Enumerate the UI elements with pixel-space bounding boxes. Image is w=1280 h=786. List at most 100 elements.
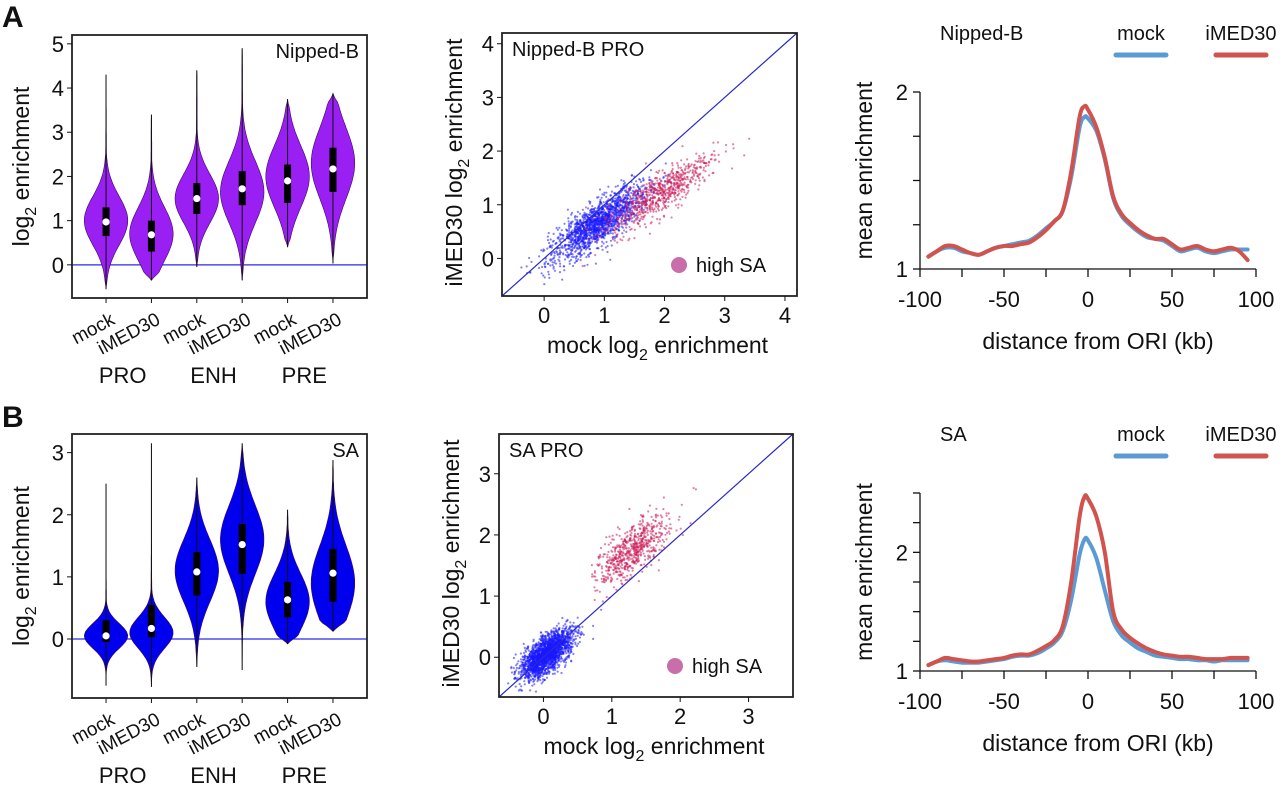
data-point: [605, 216, 608, 219]
data-point: [646, 208, 649, 212]
data-point: [622, 235, 625, 238]
data-point: [593, 229, 596, 233]
violin: [220, 48, 265, 281]
data-point: [574, 635, 577, 638]
x-tick-label: 1: [598, 303, 610, 328]
data-point: [684, 167, 687, 170]
data-point: [658, 222, 661, 225]
y-axis-label-subscript: 2: [23, 207, 40, 216]
data-point: [553, 672, 556, 675]
data-point: [648, 544, 651, 547]
data-point: [618, 555, 622, 558]
data-point: [540, 682, 543, 685]
data-point: [536, 677, 539, 680]
data-point: [696, 160, 699, 163]
data-point: [540, 272, 543, 275]
data-point: [637, 222, 640, 225]
data-point: [626, 574, 629, 577]
data-point: [611, 225, 614, 228]
data-point: [613, 239, 616, 242]
data-point: [558, 655, 561, 658]
data-point: [583, 252, 586, 255]
data-point: [671, 164, 674, 167]
data-point: [694, 169, 697, 172]
data-point: [647, 557, 650, 560]
data-point: [685, 165, 688, 168]
data-point: [555, 624, 559, 627]
data-point: [633, 532, 637, 536]
y-tick-label: 4: [482, 32, 494, 57]
data-point: [664, 162, 667, 165]
data-point: [557, 622, 560, 625]
data-point: [660, 194, 663, 197]
y-tick-label: 3: [52, 120, 64, 145]
data-point: [640, 215, 643, 218]
data-point: [539, 649, 542, 652]
data-point: [545, 676, 549, 679]
data-point: [701, 176, 705, 179]
data-point: [673, 195, 677, 199]
data-point: [718, 160, 721, 163]
data-point: [713, 154, 716, 157]
data-point: [671, 169, 674, 172]
data-point: [626, 212, 629, 215]
data-point: [658, 527, 662, 530]
data-point: [620, 190, 623, 193]
data-point: [538, 255, 541, 258]
data-point: [578, 221, 581, 224]
data-point: [675, 198, 678, 201]
y-axis-label-main: iMED30 log: [441, 168, 467, 287]
data-point: [600, 220, 603, 223]
data-point: [614, 185, 617, 188]
data-point: [662, 214, 666, 217]
data-point: [616, 208, 620, 211]
data-point: [635, 183, 639, 187]
data-point: [699, 159, 702, 162]
data-point: [620, 217, 623, 220]
data-point: [563, 665, 567, 669]
data-point: [662, 190, 666, 193]
data-point: [589, 220, 592, 223]
data-point: [546, 262, 550, 265]
data-point: [640, 195, 643, 198]
data-point: [563, 647, 567, 650]
panel-annotation: Nipped-B: [276, 41, 359, 63]
data-point: [542, 649, 545, 652]
data-point: [592, 236, 595, 239]
data-point: [607, 550, 610, 554]
data-point: [594, 226, 598, 229]
data-point: [648, 504, 652, 507]
data-point: [680, 204, 683, 207]
data-point: [630, 174, 633, 177]
data-point: [533, 683, 536, 686]
data-point: [673, 174, 676, 177]
data-point: [549, 264, 552, 267]
data-point: [531, 667, 534, 671]
data-point: [519, 652, 523, 655]
data-point: [610, 244, 613, 247]
data-point: [532, 674, 535, 677]
data-point: [622, 557, 626, 560]
data-point: [675, 529, 678, 532]
data-point: [597, 225, 600, 228]
data-point: [708, 174, 711, 177]
data-point: [660, 180, 663, 183]
data-point: [596, 239, 599, 242]
data-point: [558, 240, 561, 243]
data-point: [667, 201, 670, 204]
data-point: [647, 191, 650, 194]
data-point: [564, 650, 567, 653]
data-point: [550, 631, 553, 635]
data-point: [638, 211, 642, 214]
data-point: [589, 211, 592, 214]
data-point: [571, 624, 574, 627]
data-point: [568, 262, 571, 265]
data-point: [624, 213, 627, 216]
data-point: [692, 164, 696, 167]
data-point: [553, 269, 557, 272]
data-point: [539, 652, 542, 655]
data-point: [558, 246, 561, 250]
data-point: [671, 162, 674, 165]
data-point: [566, 208, 570, 211]
